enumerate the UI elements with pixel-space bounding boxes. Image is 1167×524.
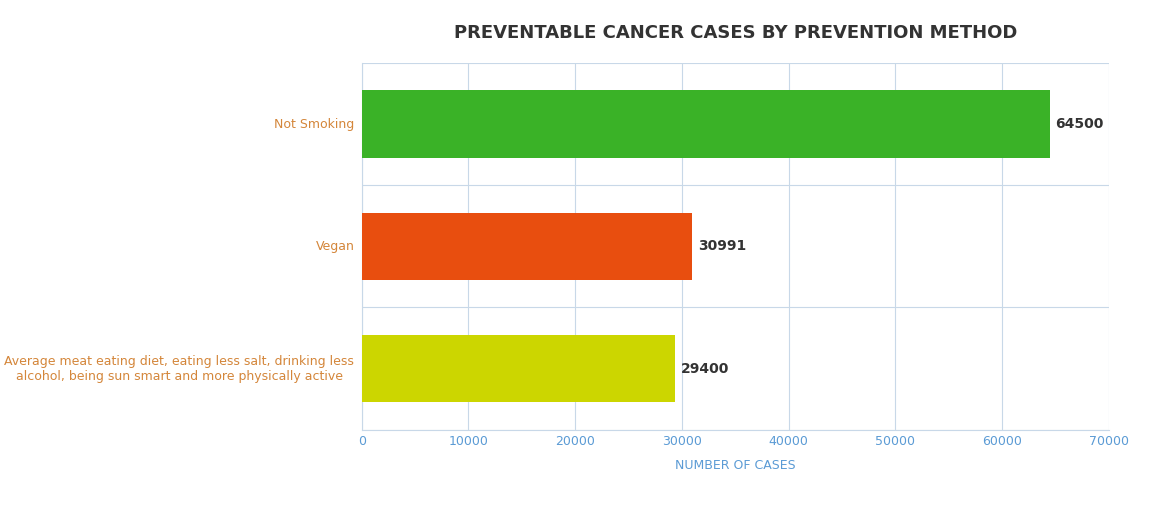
Text: 30991: 30991 (698, 239, 746, 253)
Bar (362, 90, 1050, 158)
Title: PREVENTABLE CANCER CASES BY PREVENTION METHOD: PREVENTABLE CANCER CASES BY PREVENTION M… (454, 24, 1016, 42)
Text: Not Smoking: Not Smoking (274, 117, 355, 130)
X-axis label: NUMBER OF CASES: NUMBER OF CASES (675, 458, 796, 472)
Bar (362, 335, 676, 402)
Text: Vegan: Vegan (315, 240, 355, 253)
Text: Average meat eating diet, eating less salt, drinking less
alcohol, being sun sma: Average meat eating diet, eating less sa… (5, 355, 355, 383)
Text: 29400: 29400 (680, 362, 729, 376)
Text: 64500: 64500 (1055, 117, 1104, 131)
Bar (362, 213, 692, 280)
